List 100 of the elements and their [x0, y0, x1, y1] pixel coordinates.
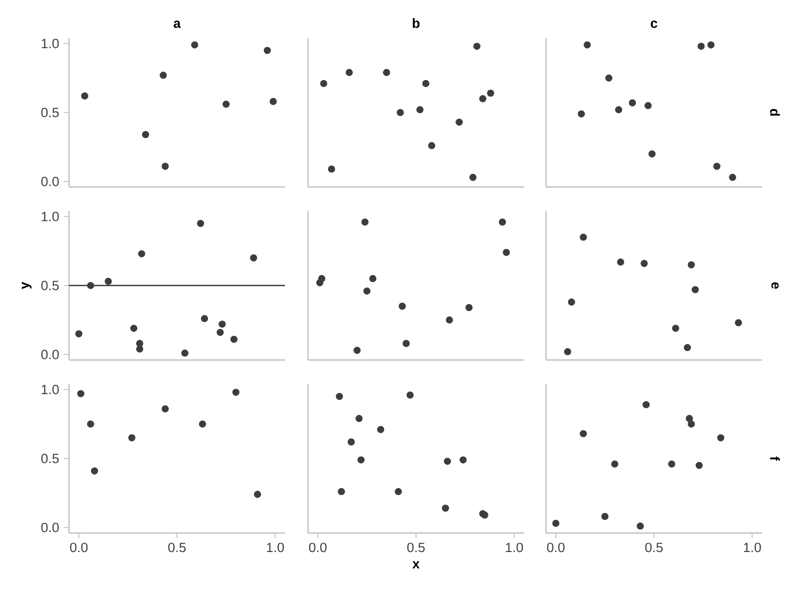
- point: [578, 110, 585, 118]
- point: [181, 350, 188, 357]
- chart-title: c: [650, 20, 658, 28]
- y-tick-label: 0.5: [41, 108, 59, 118]
- point: [686, 414, 693, 422]
- point: [254, 490, 262, 498]
- point: [77, 390, 84, 398]
- point: [361, 218, 369, 226]
- point: [640, 260, 648, 267]
- point: [469, 174, 477, 181]
- point: [162, 162, 169, 170]
- x-tick-label: 0.5: [645, 542, 663, 552]
- point: [162, 405, 169, 412]
- point: [552, 520, 560, 527]
- point: [216, 328, 224, 336]
- point: [428, 142, 436, 150]
- point: [402, 340, 410, 348]
- point: [444, 458, 451, 465]
- point: [473, 42, 480, 50]
- point: [642, 401, 650, 408]
- point: [336, 392, 343, 400]
- x-tick-label: 0.0: [70, 542, 88, 552]
- point: [717, 434, 724, 442]
- point: [684, 344, 691, 352]
- point: [377, 426, 384, 434]
- point: [354, 346, 361, 354]
- x-tick-label: 1.0: [266, 542, 284, 552]
- point: [465, 304, 473, 312]
- point: [128, 434, 136, 442]
- point: [668, 460, 676, 468]
- chart-title: b: [412, 18, 420, 28]
- y-tick-label: 1.0: [42, 212, 59, 222]
- point: [648, 150, 656, 158]
- point: [487, 90, 494, 97]
- y-tick-label: 0.5: [41, 280, 59, 290]
- point: [416, 106, 424, 114]
- y-tick-label: 0.5: [41, 454, 59, 464]
- y-tick-label: 0.0: [41, 350, 59, 360]
- point: [688, 261, 695, 268]
- point: [580, 430, 587, 438]
- point: [320, 80, 328, 88]
- point: [218, 320, 226, 328]
- point: [346, 68, 353, 76]
- point: [382, 68, 390, 76]
- point: [605, 74, 612, 82]
- point: [422, 80, 430, 88]
- x-tick-label: 1.0: [506, 542, 523, 552]
- y-tick-label: 1.0: [42, 38, 59, 48]
- point: [479, 95, 486, 102]
- point: [270, 98, 277, 106]
- point: [713, 162, 720, 170]
- point: [688, 420, 695, 428]
- y2-axis-title: f: [770, 456, 780, 461]
- point: [198, 420, 206, 428]
- point: [338, 488, 345, 496]
- point: [502, 248, 510, 256]
- point: [264, 46, 271, 54]
- chart-title: a: [174, 20, 181, 28]
- point: [617, 258, 624, 266]
- point: [696, 462, 703, 469]
- x-tick-label: 0.0: [547, 542, 565, 552]
- point: [136, 340, 144, 348]
- point: [580, 234, 587, 241]
- point: [355, 414, 363, 422]
- point: [160, 72, 167, 79]
- point: [87, 420, 94, 428]
- point: [628, 99, 636, 106]
- y2-axis-title: d: [770, 108, 780, 116]
- point: [357, 456, 365, 464]
- point: [636, 522, 644, 530]
- y-tick-label: 1.0: [42, 384, 59, 394]
- point: [446, 316, 453, 324]
- point: [611, 460, 618, 468]
- x-axis-title: x: [412, 561, 420, 568]
- point: [200, 315, 208, 322]
- point: [196, 220, 204, 227]
- point: [348, 438, 355, 446]
- point: [456, 118, 463, 126]
- point: [601, 512, 608, 520]
- point: [81, 92, 88, 100]
- point: [363, 287, 370, 295]
- point: [698, 42, 705, 50]
- point: [222, 100, 230, 108]
- point: [394, 488, 402, 496]
- point: [460, 456, 467, 464]
- point: [406, 391, 414, 399]
- point: [250, 254, 258, 262]
- point: [728, 174, 736, 181]
- point: [644, 102, 652, 110]
- point: [584, 41, 591, 48]
- point: [672, 324, 680, 332]
- point: [130, 324, 138, 332]
- y2-axis-title: e: [771, 282, 779, 289]
- point: [615, 106, 622, 114]
- point: [318, 275, 326, 282]
- point: [90, 467, 98, 474]
- point: [138, 250, 146, 258]
- point: [75, 330, 82, 338]
- point: [230, 336, 238, 343]
- point: [564, 348, 572, 356]
